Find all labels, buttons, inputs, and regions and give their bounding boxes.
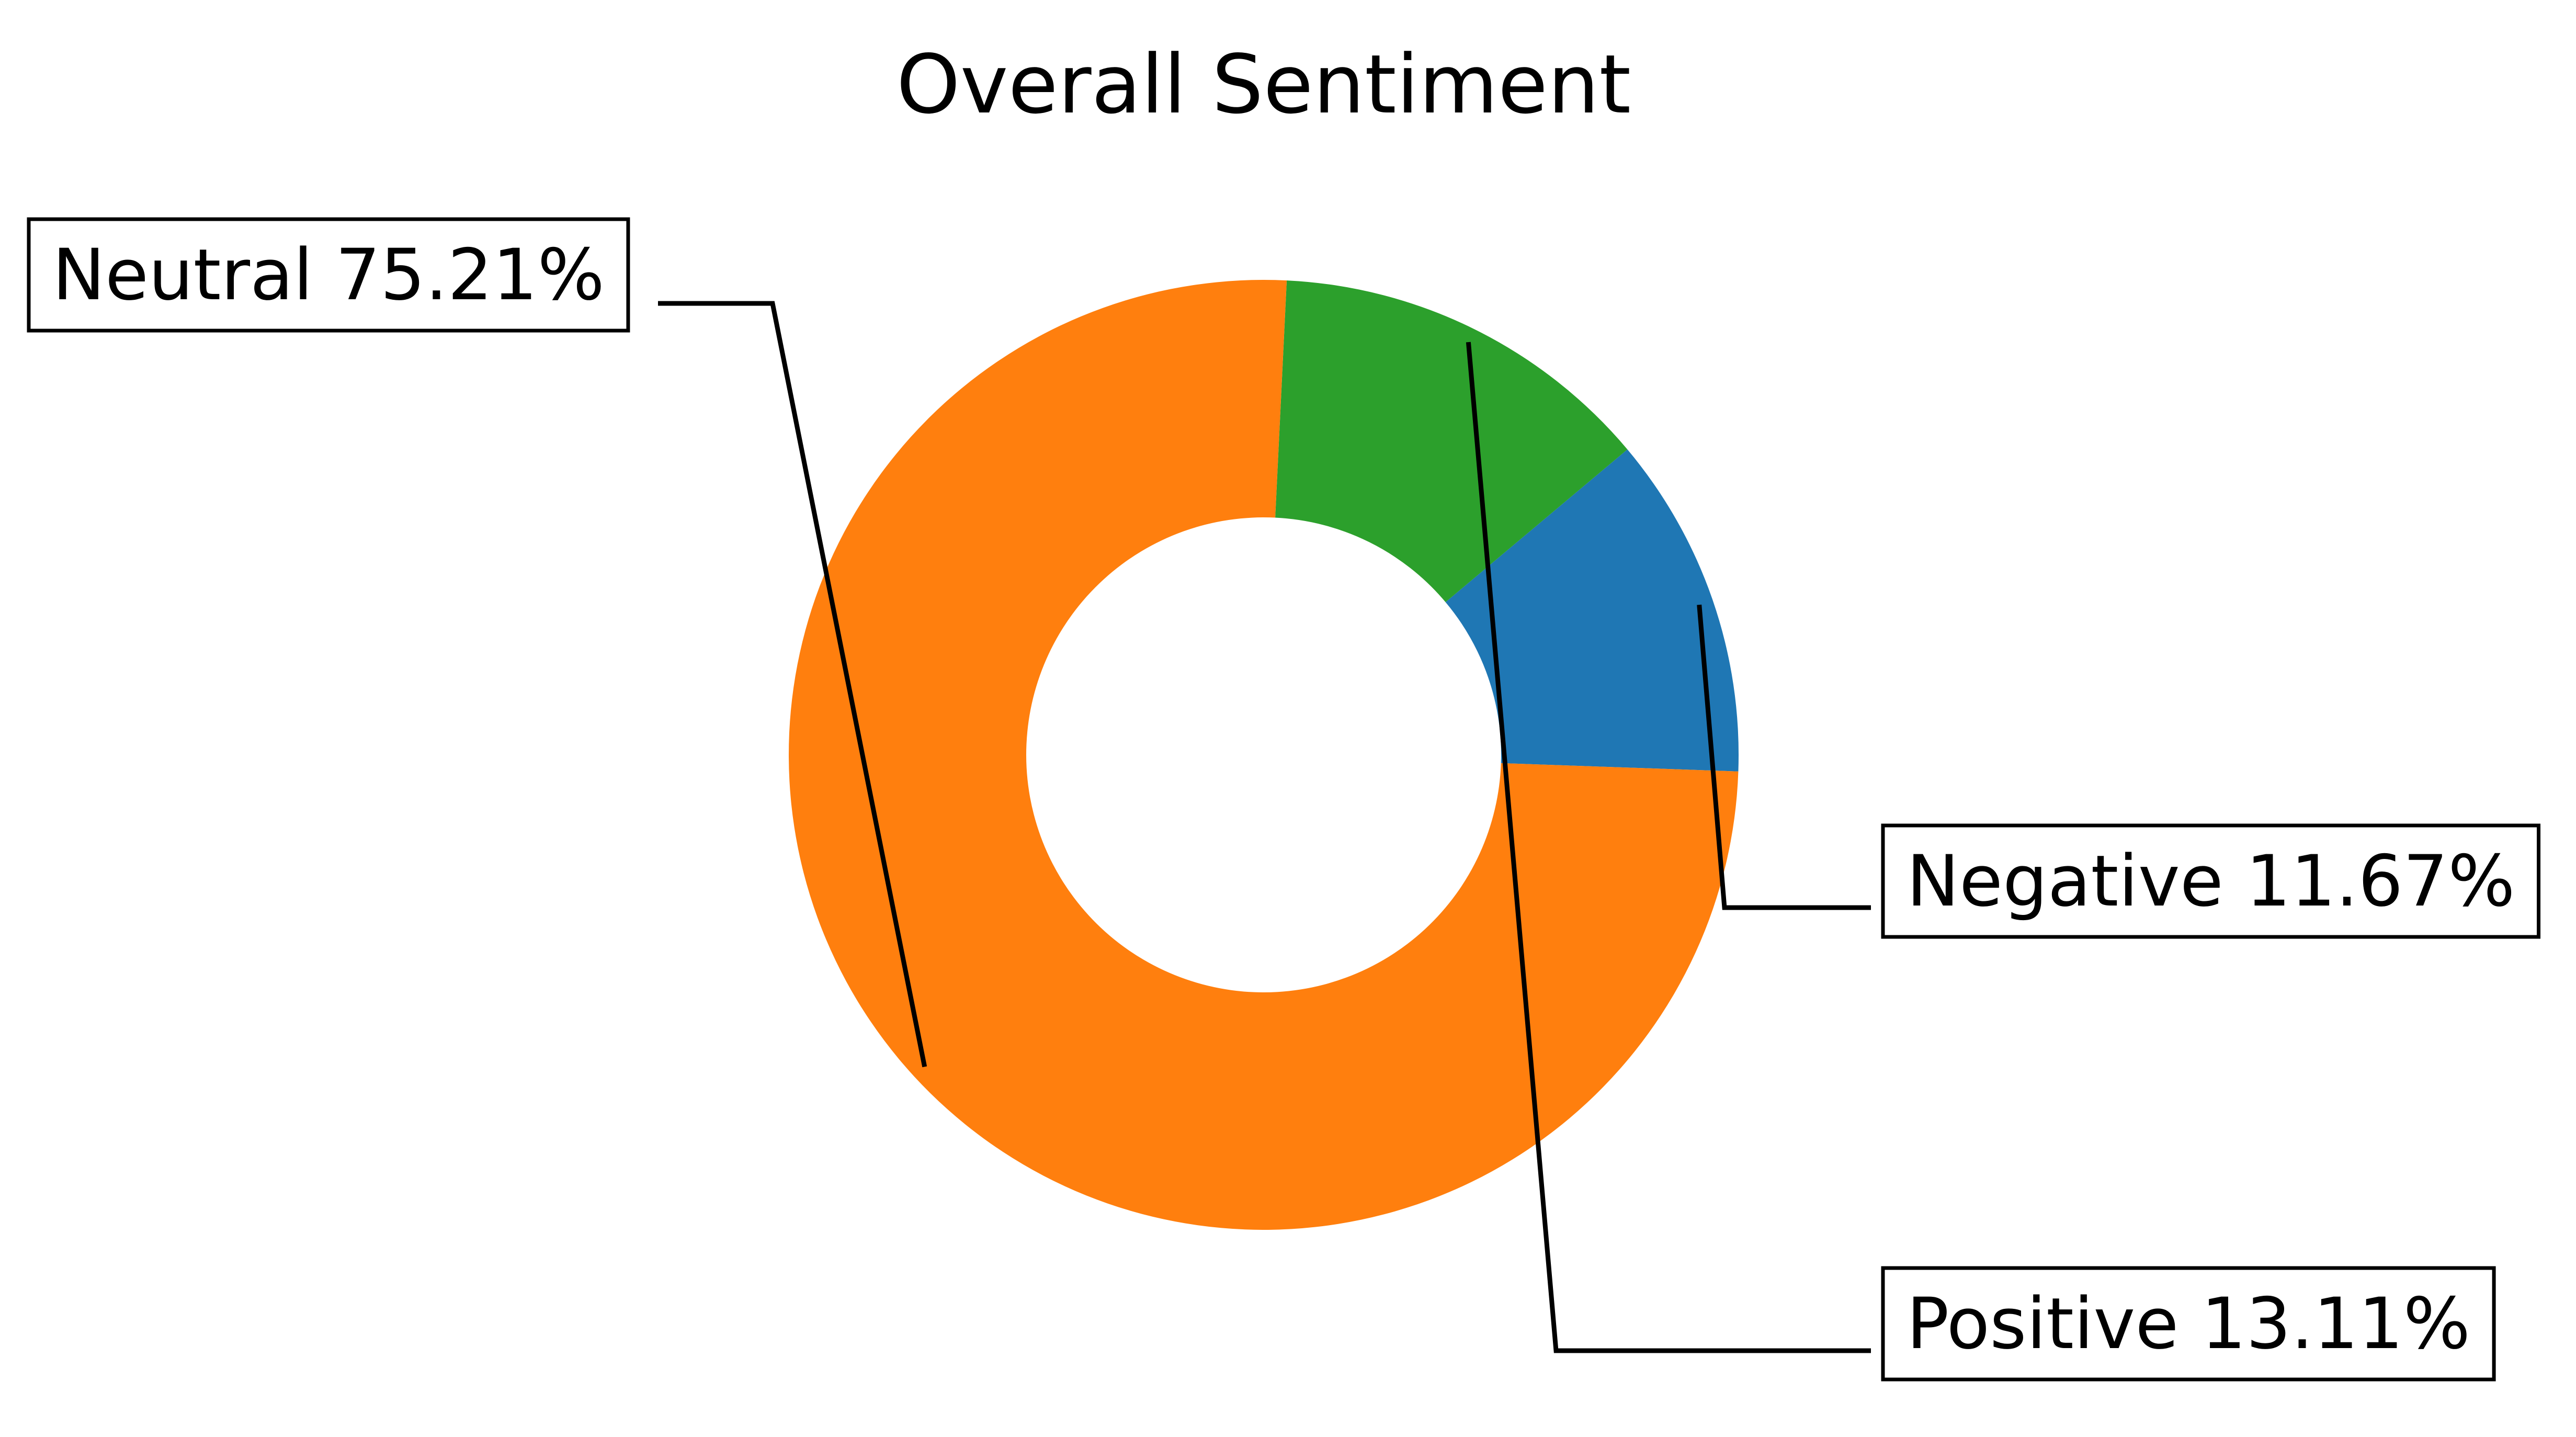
label-leaders — [658, 301, 1871, 1353]
pie-slice-positive — [1275, 280, 1628, 603]
chart-title: Overall Sentiment — [897, 37, 1631, 132]
pie-slice-neutral — [788, 280, 1739, 1230]
slice-label-positive: Positive 13.11% — [1881, 1266, 2496, 1382]
leader-line-negative — [1697, 604, 1871, 910]
pie-slice-negative — [1445, 449, 1739, 772]
pie-slices — [788, 280, 1739, 1230]
leader-line-neutral — [658, 301, 927, 1068]
slice-label-negative: Negative 11.67% — [1881, 823, 2541, 939]
slice-label-box — [1881, 823, 2541, 939]
slice-label-text: Negative 11.67% — [1907, 840, 2515, 922]
leader-line-positive — [1466, 342, 1871, 1353]
slice-labels: Negative 11.67% Positive 13.11% Neutral 75… — [27, 217, 2541, 1382]
slice-label-text: Neutral 75.21% — [52, 234, 605, 316]
slice-label-neutral: Neutral 75.21% — [27, 217, 630, 333]
slice-label-box — [1881, 1266, 2496, 1382]
slice-label-text: Positive 13.11% — [1907, 1283, 2470, 1365]
slice-label-box — [27, 217, 630, 333]
